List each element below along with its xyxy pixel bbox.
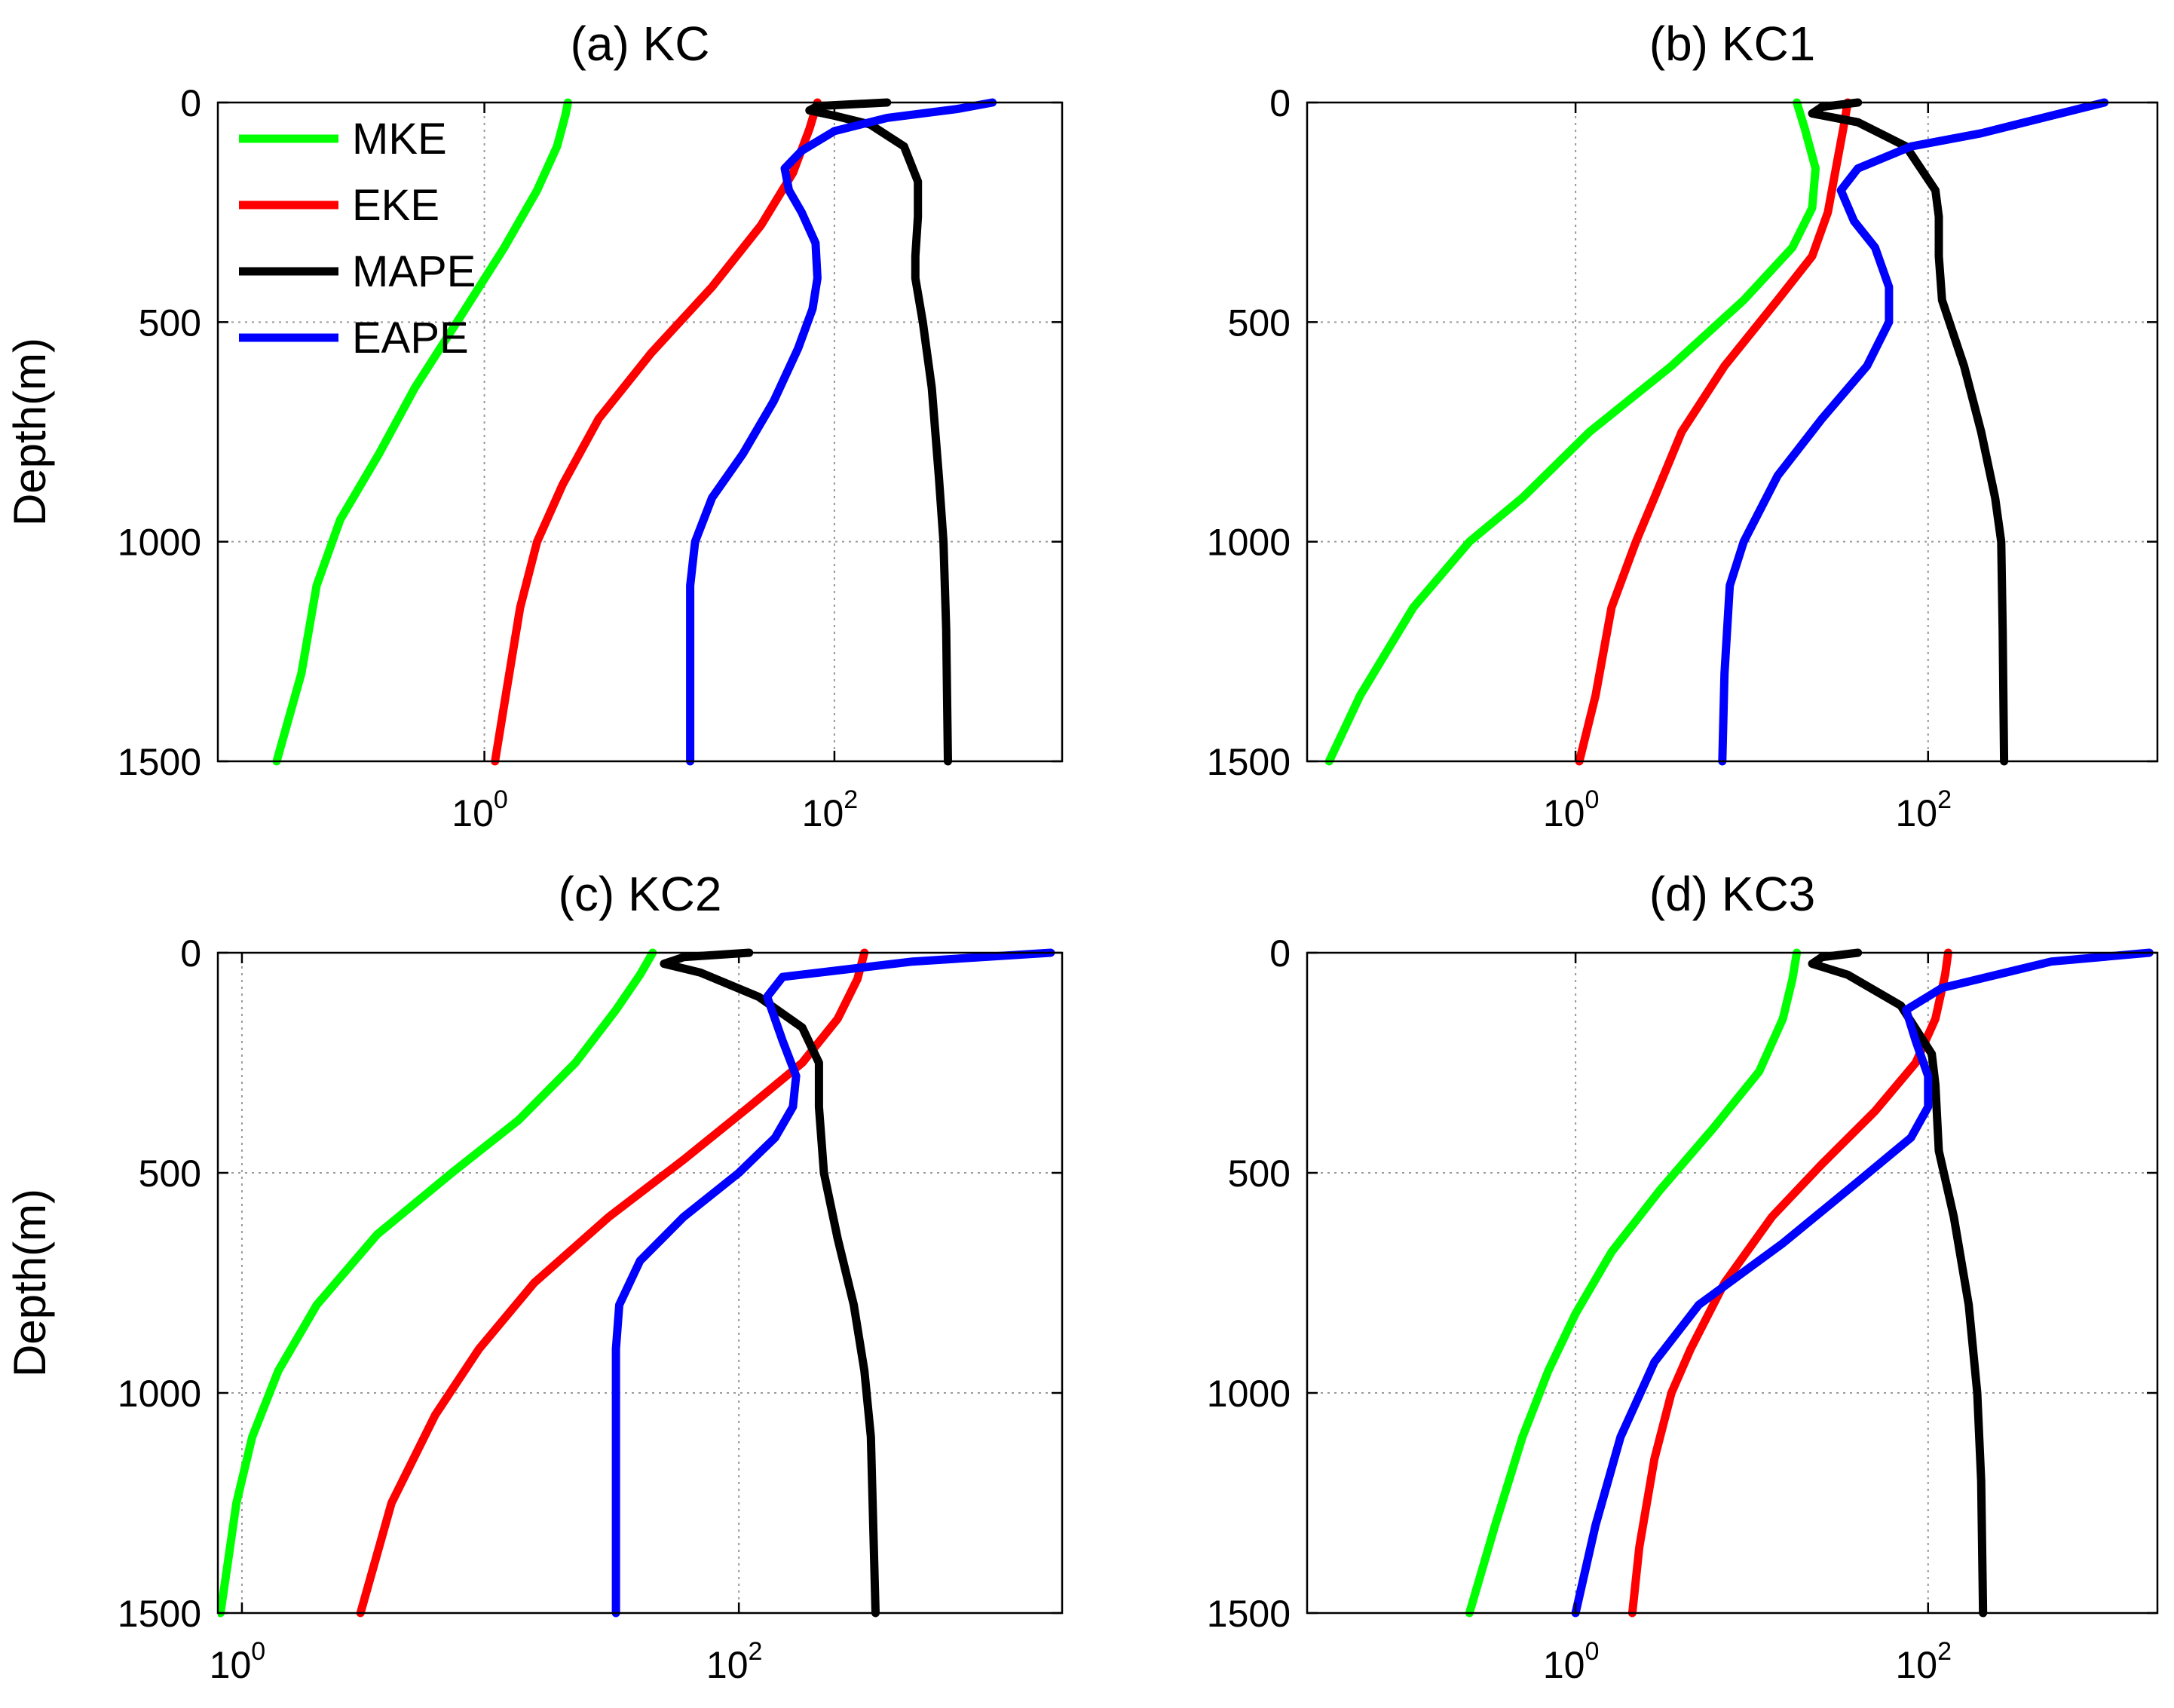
series-line-eape [686,98,997,766]
plot-area-frame [216,951,1064,1615]
plot-area-frame [1306,101,2159,763]
y-tick-label: 500 [1228,1152,1291,1195]
y-tick-label: 0 [1269,82,1291,124]
y-tick-label: 1000 [1207,1373,1291,1415]
y-tick-label: 1500 [1207,1593,1291,1635]
panel-title: (a) KC [571,17,710,71]
y-tick-label: 500 [139,1152,201,1195]
y-tick-label: 500 [139,302,201,344]
series-line-eke [356,948,869,1618]
y-tick-label: 0 [180,82,201,124]
x-tick-label: 102 [706,1637,763,1686]
panel-title: (c) KC2 [559,867,722,921]
legend-label-eape: EAPE [352,314,469,363]
y-tick-label: 1500 [118,741,201,783]
series-line-mke [218,948,657,1618]
y-axis-label: Depth(m) [5,338,55,526]
panel-title: (d) KC3 [1649,867,1816,921]
plot-area-frame [1306,951,2159,1615]
y-tick-label: 1000 [118,1373,201,1415]
plot-area-frame [216,101,1064,763]
series-line-eke [1627,948,1952,1618]
legend-label-mke: MKE [352,115,447,164]
series-line-mape [1808,98,2009,766]
y-tick-label: 1000 [118,522,201,564]
y-tick-label: 500 [1228,302,1291,344]
series-line-mape [1808,948,1988,1618]
series-line-mape [660,948,880,1618]
series-line-mke [1324,98,1820,766]
panel-1: 0 500 1000 1500 100 102 (a) KC Depth(m) MKE EKE MA… [5,17,1064,834]
legend-label-mape: MAPE [352,247,476,296]
legend-label-eke: EKE [352,181,439,230]
x-tick-label: 102 [1895,1637,1952,1686]
y-axis-label: Depth(m) [5,1189,55,1377]
series-line-eke [1575,98,1852,766]
series-line-eape [1571,948,2154,1618]
y-tick-label: 1500 [1207,741,1291,783]
x-tick-label: 100 [1543,785,1600,834]
panel-title: (b) KC1 [1649,17,1816,71]
series-line-eape [611,948,1055,1618]
x-tick-label: 100 [1543,1637,1600,1686]
series-line-mke [272,98,572,766]
y-tick-label: 0 [180,932,201,975]
x-tick-label: 102 [802,785,859,834]
y-tick-label: 0 [1269,932,1291,975]
series-line-mape [805,98,952,766]
series-line-mke [1465,948,1802,1618]
series-line-eape [1718,98,2109,766]
series-line-eke [491,98,822,766]
x-tick-label: 100 [452,785,508,834]
y-tick-label: 1500 [118,1593,201,1635]
panel-4: 0 500 1000 1500 100 102 (d) KC3 [1207,867,2159,1686]
x-tick-label: 100 [210,1637,266,1686]
y-tick-label: 1000 [1207,522,1291,564]
x-tick-label: 102 [1895,785,1952,834]
panel-2: 0 500 1000 1500 100 102 (b) KC1 [1207,17,2159,834]
legend: MKE EKE MAPE EAPE [239,115,476,363]
